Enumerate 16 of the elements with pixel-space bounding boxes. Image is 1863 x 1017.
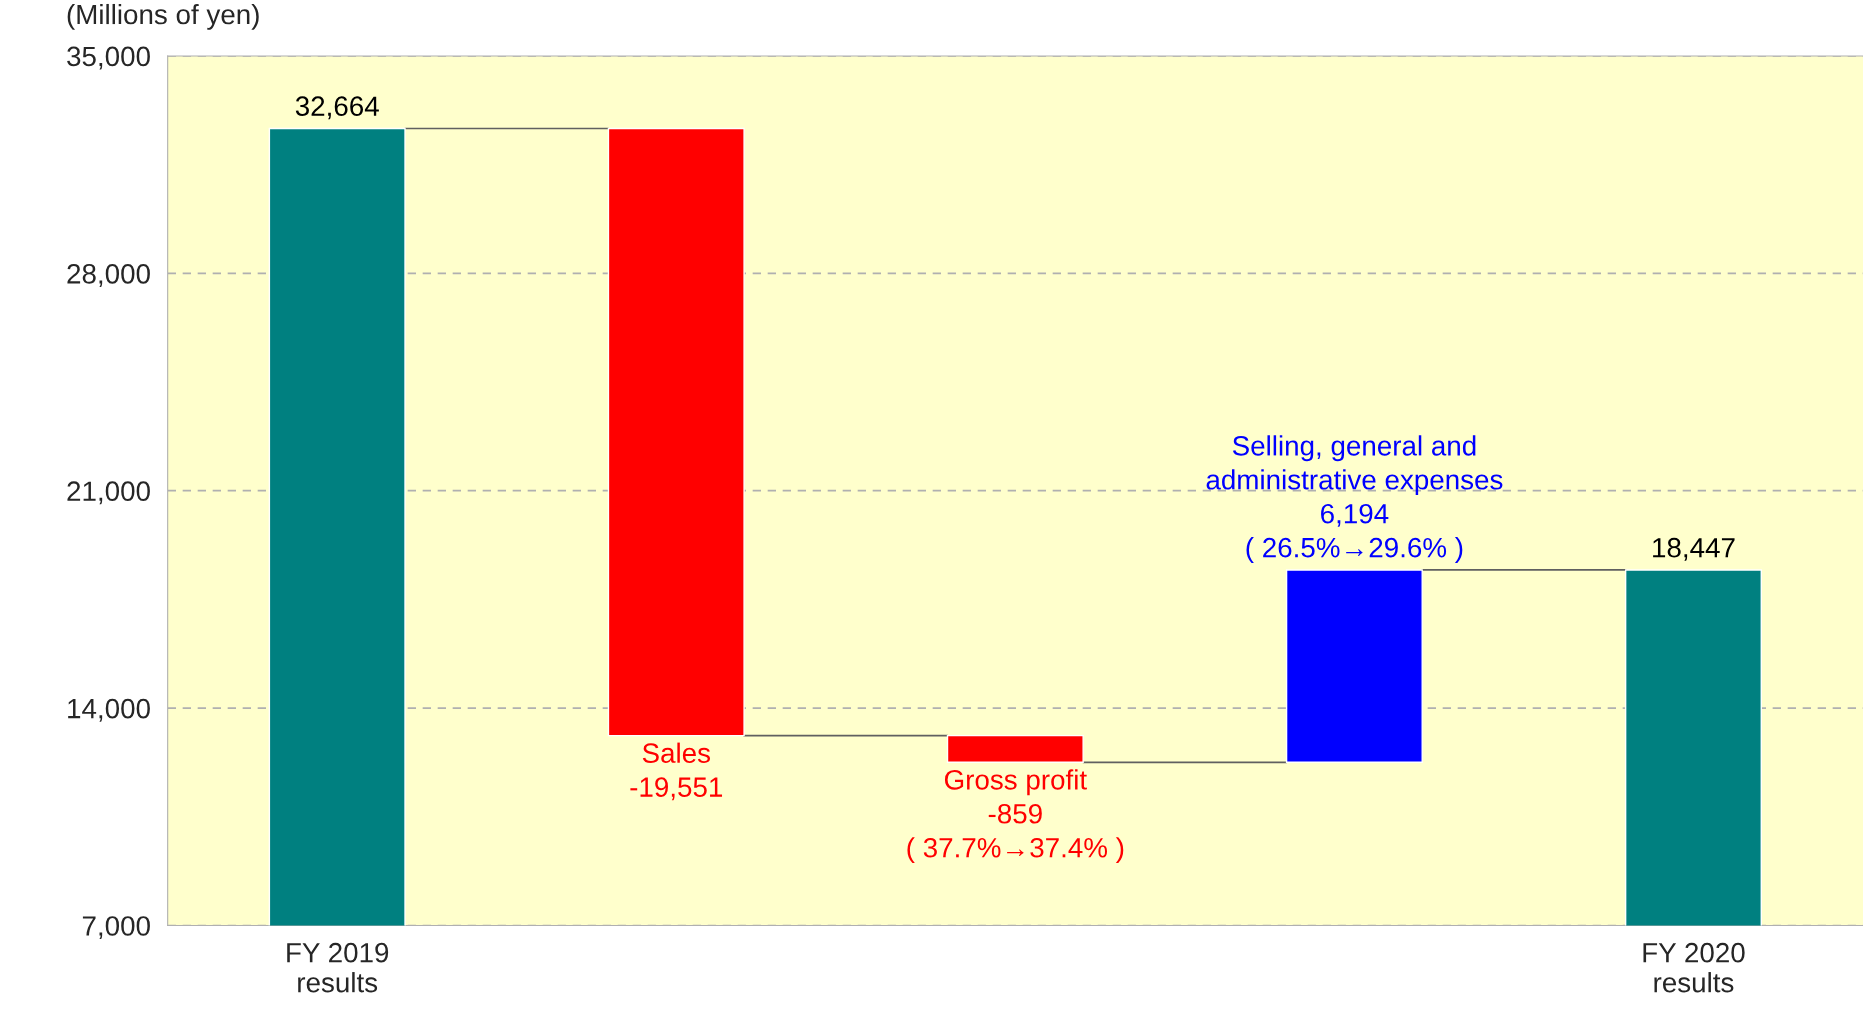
x-tick-label: FY 2019 results: [287, 942, 389, 993]
bar: [607, 127, 745, 737]
data-label: 32,664: [295, 96, 379, 120]
y-tick-label: 7,000: [82, 916, 150, 940]
data-label: Selling, general and administrative expenses 6,194 ( 26.5%→29.6% ): [1206, 435, 1503, 563]
bar: [946, 734, 1084, 764]
bar: [1285, 569, 1423, 764]
x-tick-label: FY 2020 results: [1643, 942, 1745, 993]
y-tick-label: 28,000: [67, 263, 150, 287]
data-label: 18,447: [1653, 537, 1735, 561]
data-label: Gross profit -859 ( 37.7%→37.4% ): [907, 769, 1124, 864]
y-axis-title: (Millions of yen): [67, 3, 259, 30]
data-label: Sales -19,551: [630, 742, 723, 801]
y-tick-label: 35,000: [67, 46, 150, 70]
y-tick-label: 14,000: [68, 698, 150, 722]
y-tick-label: 21,000: [67, 481, 150, 505]
